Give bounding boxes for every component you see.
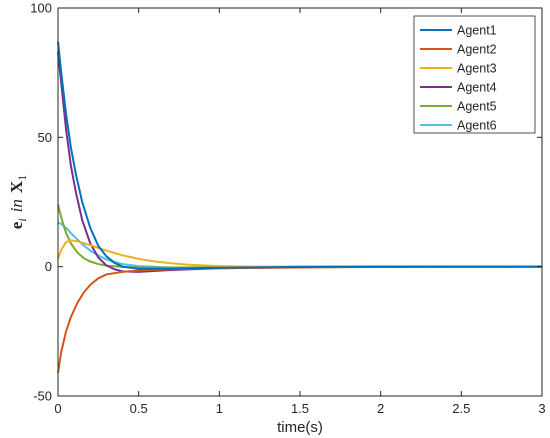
y-label-sub: 1 xyxy=(15,175,29,181)
y-tick-label: 50 xyxy=(38,130,52,145)
x-tick-label: 1 xyxy=(216,401,223,416)
y-tick-label: 100 xyxy=(30,1,52,16)
x-tick-label: 1.5 xyxy=(291,401,309,416)
legend-label-agent5: Agent5 xyxy=(457,100,497,114)
legend-label-agent3: Agent3 xyxy=(457,62,497,76)
series-line-agent1 xyxy=(57,41,542,270)
svg-text:eiinX1: ei in X1 xyxy=(7,175,29,229)
y-label-i: i xyxy=(15,218,29,221)
legend-label-agent1: Agent1 xyxy=(457,24,497,38)
x-tick-label: 0.5 xyxy=(130,401,148,416)
y-axis: -50 0 50 100 xyxy=(30,1,542,404)
y-tick-label: -50 xyxy=(33,389,52,404)
x-tick-label: 0 xyxy=(54,401,61,416)
x-tick-label: 2 xyxy=(377,401,384,416)
series-layer xyxy=(57,41,543,373)
x-tick-label: 2.5 xyxy=(452,401,470,416)
y-label-in: in xyxy=(7,199,26,212)
x-axis-label: time(s) xyxy=(277,419,323,436)
x-tick-label: 3 xyxy=(538,401,545,416)
legend: Agent1 Agent2 Agent3 Agent4 Agent5 Agent6 xyxy=(413,15,536,134)
legend-label-agent4: Agent4 xyxy=(457,81,497,95)
y-label-e: e xyxy=(7,221,26,229)
legend-label-agent6: Agent6 xyxy=(457,119,497,133)
x-axis: 0 0.5 1 1.5 2 2.5 3 xyxy=(54,8,546,416)
legend-box xyxy=(413,15,536,134)
y-tick-label: 0 xyxy=(45,259,52,274)
y-axis-label: ei in X1 xyxy=(7,175,29,229)
y-label-x: X xyxy=(7,180,26,193)
legend-label-agent2: Agent2 xyxy=(457,43,497,57)
